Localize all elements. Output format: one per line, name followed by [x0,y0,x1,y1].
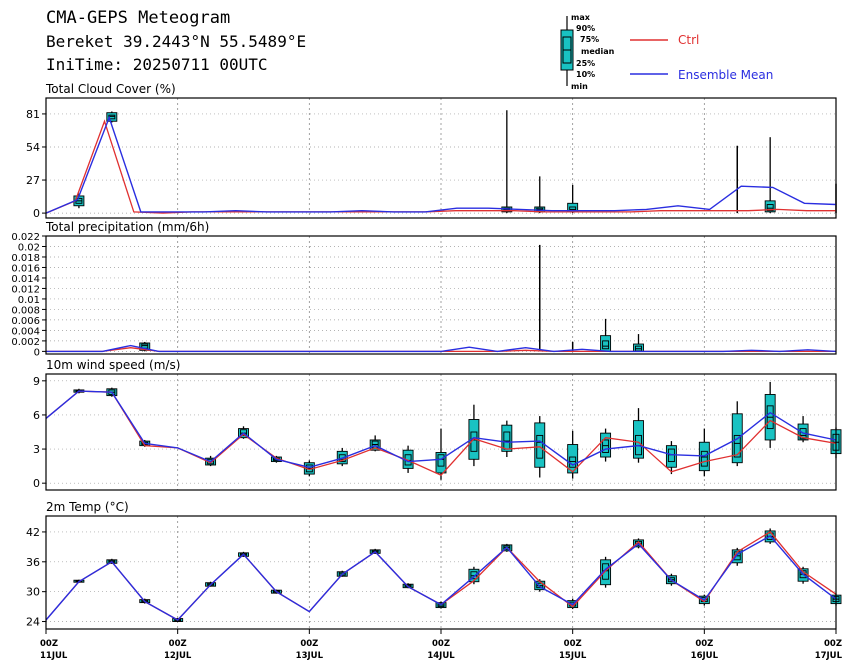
y-tick-label: 0.02 [18,242,40,253]
panel-1: Total Cloud Cover (%) 0 27 54 81 [26,82,837,220]
y-tick-label: 9 [33,375,40,388]
x-axis: 00Z 11JUL 00Z 12JUL 00Z 13JUL 00Z 14JUL 00Z 15JUL… [40,629,843,661]
legend-key-10: 10% [576,70,595,79]
y-tick-label: 24 [26,616,40,629]
y-tick-label: 3 [33,443,40,456]
y-tick-label: 0 [33,477,40,490]
x-tick-label-bottom: 12JUL [164,651,192,661]
y-tick-label: 0.008 [11,305,40,316]
x-tick-label-top: 00Z [824,639,842,649]
x-tick-label-top: 00Z [300,639,318,649]
y-tick-label: 0.016 [11,263,40,274]
x-tick-label-bottom: 14JUL [427,651,455,661]
panel-2: Total precipitation (mm/6h)00.0020.0040.… [11,220,837,358]
y-tick-label: 0.014 [11,274,40,285]
box-inner [602,340,610,350]
box-inner [602,439,610,453]
y-tick-label: 0.01 [18,295,40,306]
legend-mean-label: Ensemble Mean [678,68,773,82]
y-tick-label: 6 [33,409,40,422]
panel-frame [45,235,837,355]
x-tick-label-top: 00Z [40,639,58,649]
legend-key-90: 90% [576,24,595,33]
legend-key-max: max [571,13,591,22]
box-inner [766,204,774,212]
panel-frame [45,373,837,491]
x-tick-label-top: 00Z [564,639,582,649]
panels: Total Cloud Cover (%) 0 27 54 81 Total precip… [11,82,842,630]
x-tick-label-top: 00Z [169,639,187,649]
x-tick-label-bottom: 17JUL [815,651,843,661]
y-tick-label: 54 [26,141,40,154]
panel-title: 10m wind speed (m/s) [46,358,180,372]
panel-title: 2m Temp (°C) [46,500,129,514]
legend: max 90% 75% median 25% 10% min Ctrl Ense… [560,13,773,91]
mean-line [45,535,837,621]
x-tick-label-top: 00Z [432,639,450,649]
x-tick-label-top: 00Z [695,639,713,649]
y-tick-label: 0.018 [11,253,40,264]
panel-title: Total Cloud Cover (%) [45,82,176,96]
y-tick-label: 0.004 [11,326,40,337]
legend-key-75: 75% [580,35,599,44]
panel-3: 10m wind speed (m/s) 0 3 6 9 [33,358,842,491]
chart-title: CMA-GEPS Meteogram [46,8,230,28]
x-tick-label-bottom: 15JUL [559,651,587,661]
y-tick-label: 81 [26,108,40,121]
box-inner [700,450,708,467]
panel-4: 2m Temp (°C) 24 30 36 42 [26,500,842,630]
y-tick-label: 42 [26,526,40,539]
legend-key-25: 25% [576,59,595,68]
legend-ctrl-label: Ctrl [678,33,699,47]
legend-key-min: min [571,82,588,91]
y-tick-label: 0 [34,347,40,358]
mean-line [45,390,837,469]
initime-line: IniTime: 20250711 00UTC [46,55,268,74]
legend-key-median: median [581,47,615,56]
box-inner [503,431,511,450]
x-tick-label-bottom: 11JUL [40,651,68,661]
mean-line [45,115,837,214]
x-tick-label-bottom: 13JUL [296,651,324,661]
panel-title: Total precipitation (mm/6h) [45,220,209,234]
y-tick-label: 0 [33,207,40,220]
y-tick-label: 36 [26,556,40,569]
y-tick-label: 0.012 [11,284,40,295]
y-tick-label: 0.002 [11,337,40,348]
y-tick-label: 30 [26,586,40,599]
box-inner [733,434,741,458]
box-inner [437,454,445,467]
panel-frame [45,97,837,219]
mean-line [46,344,837,353]
y-tick-label: 27 [26,174,40,187]
location-line: Bereket 39.2443°N 55.5489°E [46,32,306,51]
y-tick-label: 0.022 [11,232,40,243]
y-tick-label: 0.006 [11,316,40,327]
x-tick-label-bottom: 16JUL [691,651,719,661]
